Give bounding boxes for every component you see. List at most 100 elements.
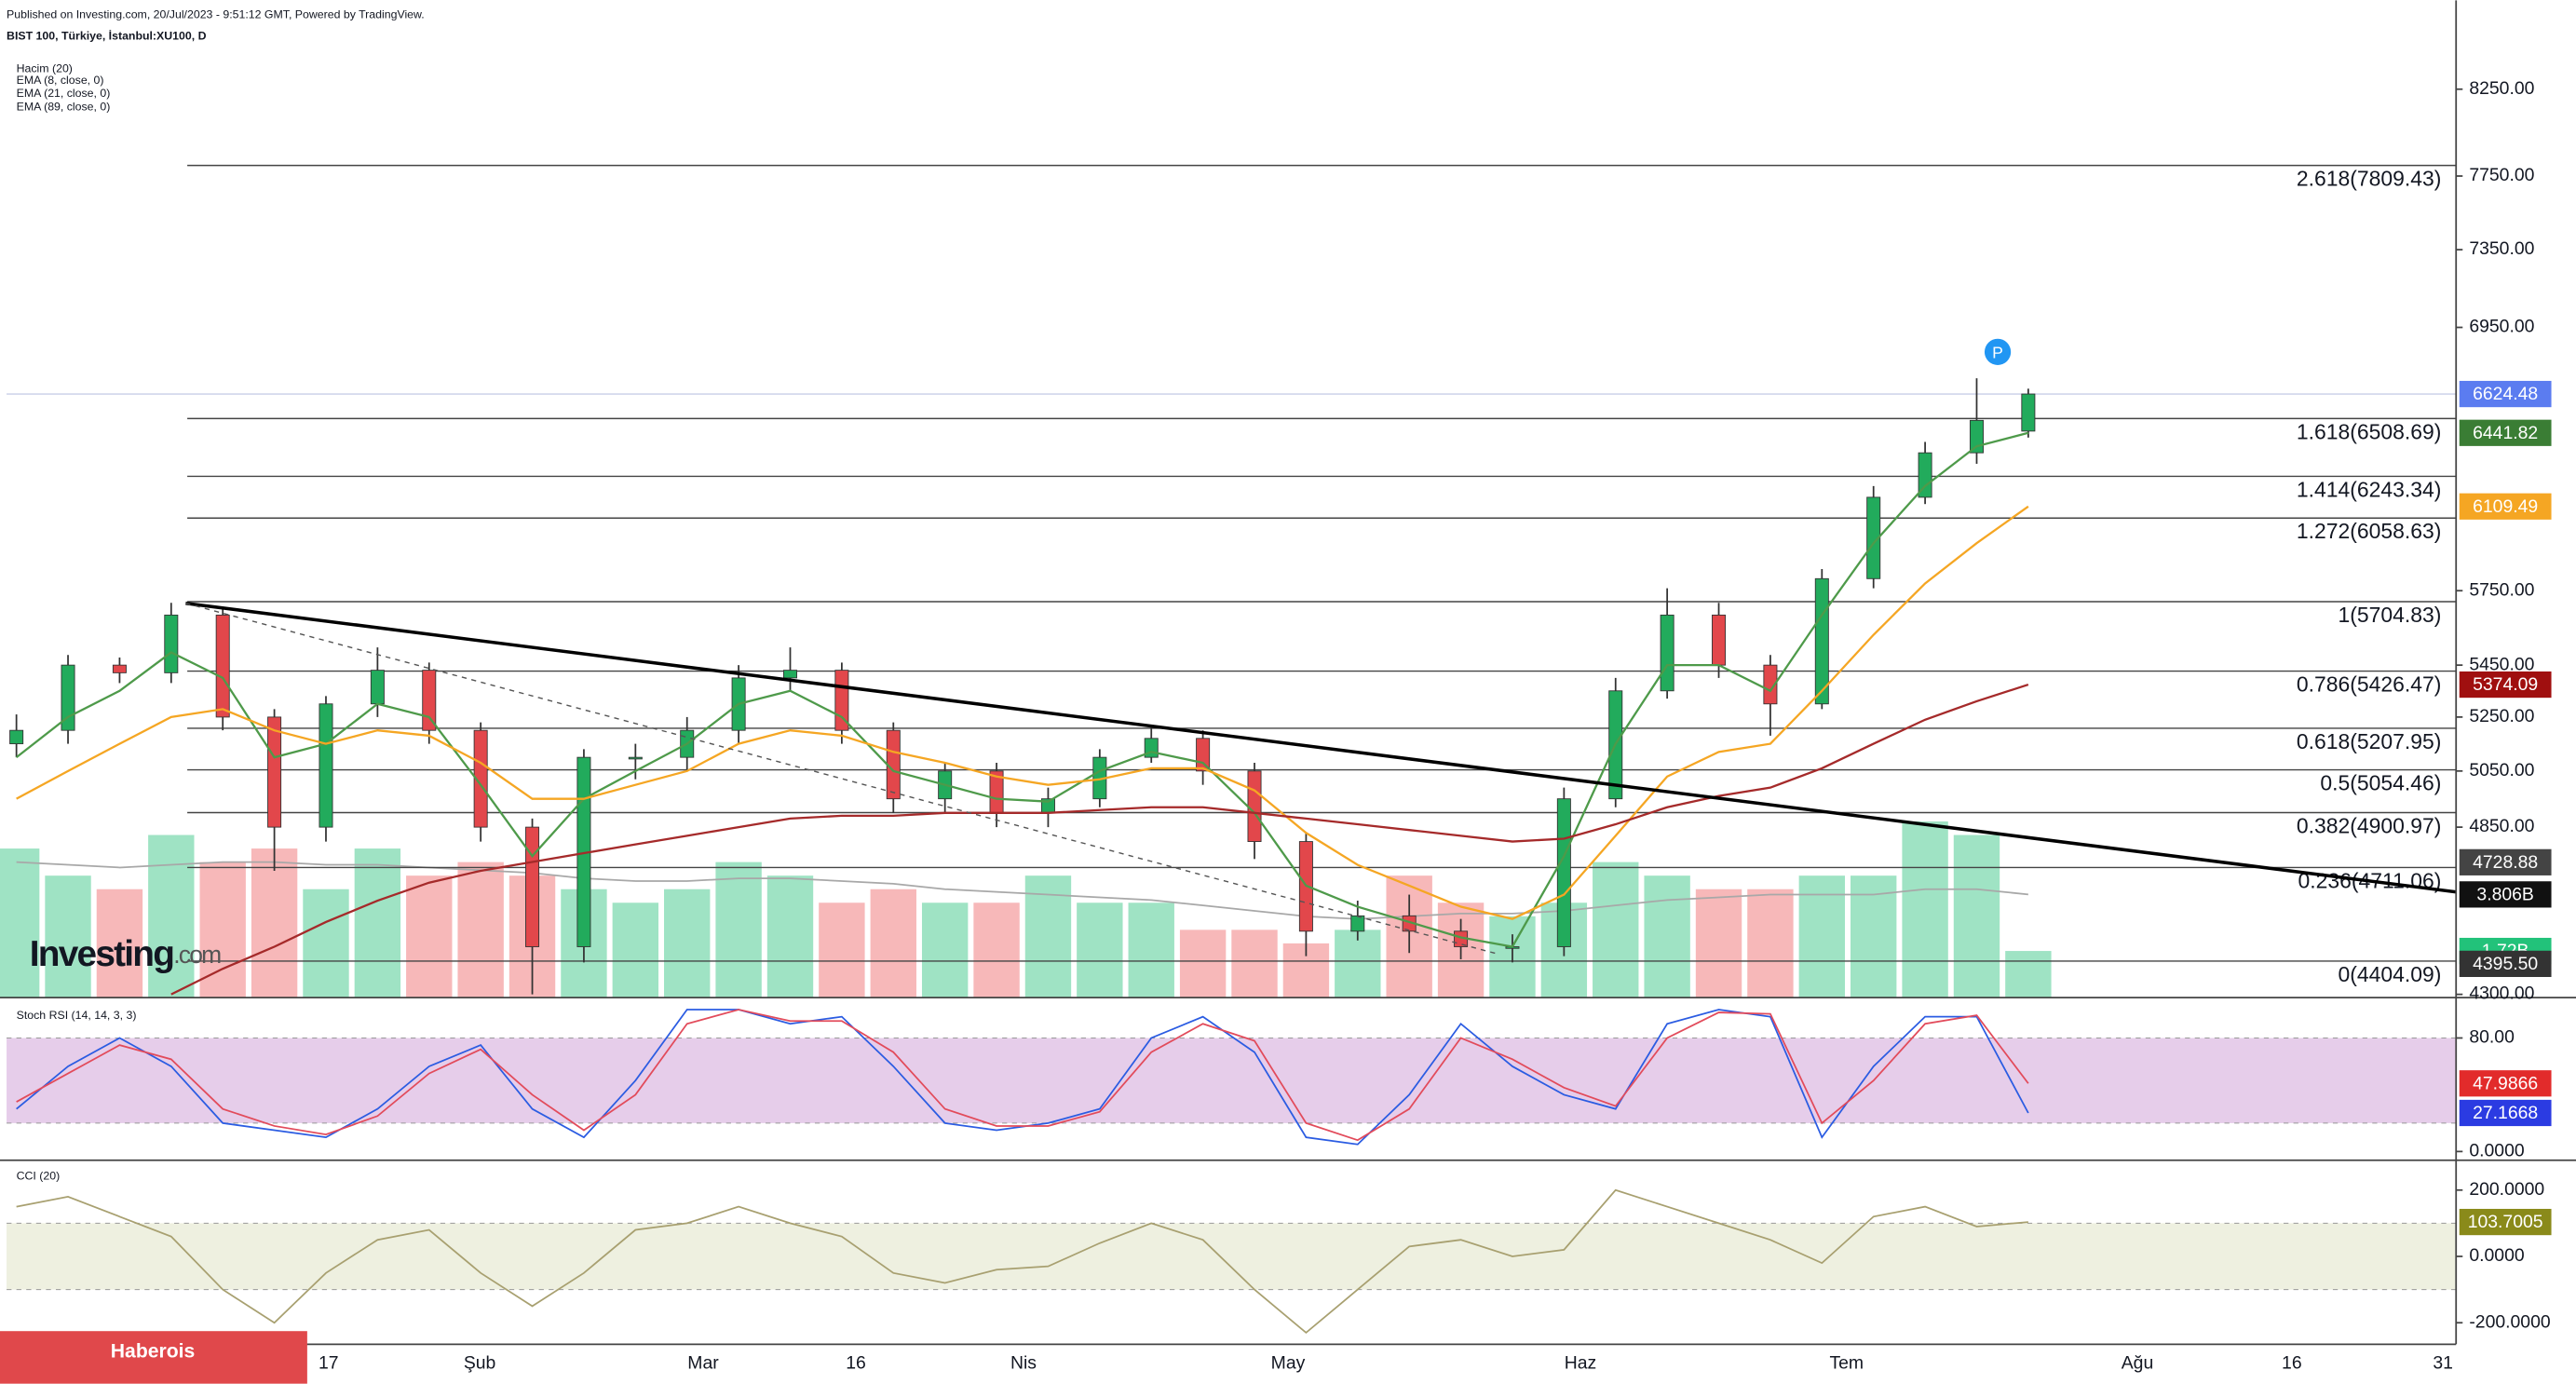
price-tag-label: 103.7005 [2468,1212,2543,1232]
title: BIST 100, Türkiye, İstanbul:XU100, D [7,28,207,42]
legend-entry: EMA (21, close, 0) [17,87,111,100]
trend-line [185,601,2576,909]
price-tag [2459,950,2552,977]
y-tick-label: 6950.00 [2469,317,2534,337]
price-tag [2459,419,2552,446]
volume-bar [921,902,969,998]
price-tag-label: 6441.82 [2473,423,2538,443]
candle-body [1660,614,1674,692]
price-tag [2459,1099,2552,1127]
x-tick-label: Nis [1010,1353,1037,1374]
candle-body [1969,419,1984,454]
price-tag-label: 4395.50 [2473,954,2538,974]
x-tick-label: 17 [319,1353,339,1374]
ema-line [170,683,2029,996]
volume-bar [1851,875,1897,998]
legend-entry: EMA (8, close, 0) [17,74,104,87]
candle-body [1247,770,1262,843]
volume-bar [819,902,865,998]
fib-label: 2.618(7809.43) [2297,167,2441,191]
candle-body [1712,614,1727,666]
fib-label: 1(5704.83) [2338,603,2441,627]
logo-main: Investing [30,934,173,974]
legend-entry: EMA (89, close, 0) [17,100,111,113]
logo-suffix: .com [173,941,221,969]
x-tick-label: 31 [2433,1353,2453,1374]
volume-bar [199,862,246,998]
x-tick-label: Ağu [2122,1353,2154,1374]
bottom-axis [0,1344,2576,1384]
y-tick-label: 0.0000 [2469,1245,2525,1266]
pane-title: Stoch RSI (14, 14, 3, 3) [17,1009,137,1022]
volume-bar [1128,902,1174,998]
y-tick-label: 5750.00 [2469,579,2534,600]
y-tick-label: 0.0000 [2469,1140,2525,1160]
marker-label: P [1992,343,2003,361]
candle-body [2021,393,2036,432]
price-tag [2459,1208,2552,1236]
candle-body [783,670,797,679]
volume-bar [406,875,453,998]
price-tag [2459,671,2552,699]
candle-body [370,670,385,705]
volume-bar [612,902,659,998]
candle-body [267,716,282,828]
fib-label: 0.786(5426.47) [2297,672,2441,697]
x-tick-label: 16 [2282,1353,2302,1374]
price-tag-label: 5374.09 [2473,674,2538,695]
fib-label: 1.414(6243.34) [2297,477,2441,501]
fib-label: 0(4404.09) [2338,962,2441,986]
fib-label: 0.382(4900.97) [2297,813,2441,837]
candle-body [1350,915,1365,932]
watermark-tab [0,1331,307,1384]
candle-body [61,664,75,731]
fib-label: 0.618(5207.95) [2297,729,2441,753]
stoch-line [16,1009,2029,1142]
candle-body [1918,452,1932,498]
volume-bar [303,889,349,998]
marker [1984,338,2012,365]
tag-layer: Haberois 6624.48 6441.82 6109.49 5374.09 472… [0,380,2552,1384]
x-tick-label: Haz [1565,1353,1596,1374]
volume-bar [766,875,814,998]
candle-body [628,756,643,760]
ema-line [15,431,2029,948]
candle-body [9,729,24,745]
y-tick-label: 4300.00 [2469,984,2534,1004]
price-tag [2459,380,2552,408]
y-tick-label: 7750.00 [2469,165,2534,185]
volume-bar [1798,875,1846,998]
y-tick-label: 80.00 [2469,1027,2515,1048]
candle-body [1763,664,1778,705]
price-tag-label: 47.9866 [2473,1073,2538,1093]
cci-band [7,1223,2457,1290]
logo: Investing.com [30,934,221,974]
volume-bar [1179,929,1227,998]
volume-bar [0,848,40,998]
subtitle: Published on Investing.com, 20/Jul/2023 … [7,7,425,20]
volume-bar [1747,889,1794,998]
volume-bar [870,889,916,998]
price-tag [2459,881,2552,908]
volume-bar [457,862,504,998]
y-tick-label: 5050.00 [2469,760,2534,780]
volume-bar [1902,821,1948,998]
candle-body [319,703,333,828]
volume-bar [1077,902,1123,998]
volume-bar [251,848,298,998]
volume-bar [1695,889,1742,998]
y-tick-label: -200.0000 [2469,1311,2551,1332]
ema-line [16,505,2029,920]
back-layer [0,393,2457,1291]
fib-label: 1.618(6508.69) [2297,419,2441,443]
candle-body [422,670,437,731]
volume-bar [664,889,711,998]
x-tick-label: Tem [1829,1353,1864,1374]
volume-bar [1644,875,1690,998]
candle-body [525,826,540,947]
watermark: Haberois [111,1341,196,1363]
x-tick-label: 16 [846,1353,866,1374]
candle-body [1556,798,1571,947]
stoch-band [7,1038,2457,1123]
